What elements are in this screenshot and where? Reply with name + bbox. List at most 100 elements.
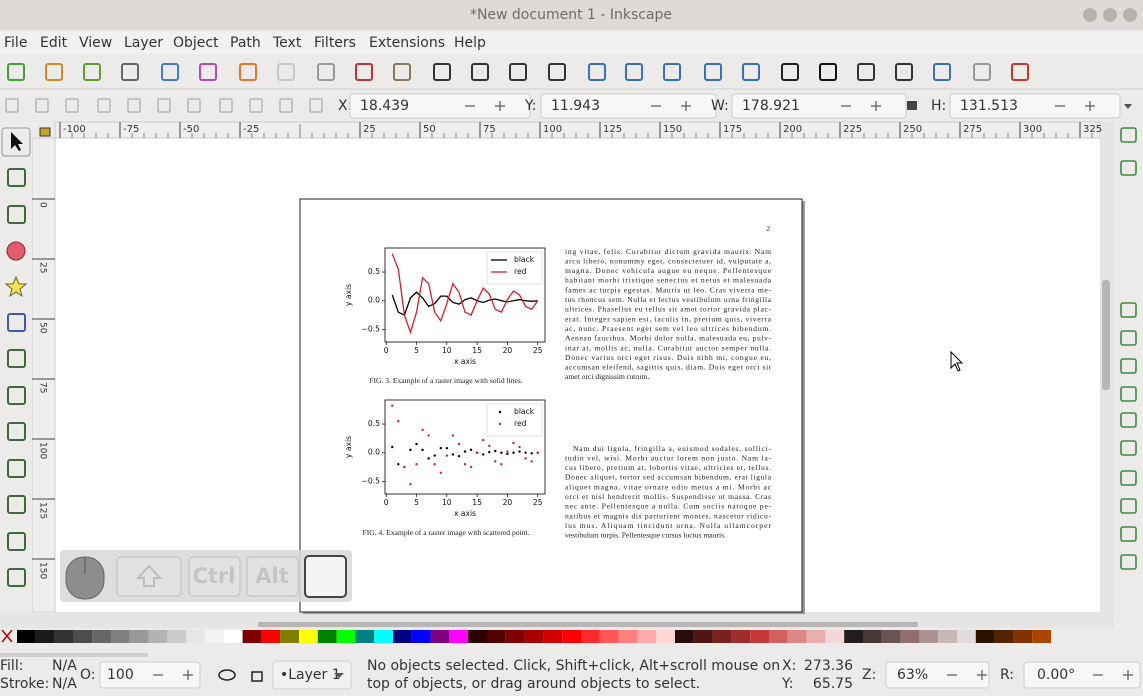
tool-icon[interactable] [7,386,26,405]
swatch[interactable] [449,630,469,643]
toolbar-icon[interactable] [781,63,799,81]
toolbar-icon[interactable] [83,63,101,81]
swatch[interactable] [468,630,487,643]
toolbar-icon[interactable] [97,98,111,113]
swatch[interactable] [17,630,36,643]
swatch[interactable] [148,630,168,643]
swatch[interactable] [299,630,318,643]
toolbar-icon[interactable] [121,63,139,81]
toolbar-icon[interactable] [509,63,527,81]
toolbar-icon[interactable] [317,63,335,81]
swatch[interactable] [92,630,111,643]
zoom-field[interactable] [885,661,990,689]
swatch[interactable] [317,630,337,643]
swatch[interactable] [167,630,187,643]
toolbar-icon[interactable] [433,63,451,81]
lock-icon[interactable] [907,101,917,110]
toolbar-icon[interactable] [857,63,875,81]
swatch[interactable] [393,630,412,643]
swatch[interactable] [111,630,130,643]
toolbar-icon[interactable] [1011,63,1029,81]
swatch[interactable] [750,630,769,643]
swatch[interactable] [863,630,882,643]
swatch[interactable] [900,630,920,643]
swatch[interactable] [938,630,957,643]
swatch[interactable] [374,630,393,643]
swatch[interactable] [430,630,450,643]
swatch[interactable] [1013,630,1033,643]
swatch[interactable] [919,630,939,643]
toolbar-icon[interactable] [819,63,837,81]
window-button[interactable] [1123,8,1137,22]
toolbar-icon[interactable] [5,98,19,113]
toolbar-icon[interactable] [704,63,722,81]
swatch[interactable] [336,630,356,643]
toolbar-icon[interactable] [548,63,566,81]
toolbar-icon[interactable] [393,63,411,81]
swatch[interactable] [618,630,638,643]
swatch[interactable] [487,630,506,643]
command-icon[interactable] [1120,526,1137,542]
layer-dropdown[interactable] [272,660,352,690]
toolbar-icon[interactable] [625,63,643,81]
swatch[interactable] [806,630,826,643]
toolbar-icon[interactable] [279,98,293,113]
coord-field[interactable] [349,93,531,119]
swatch[interactable] [35,630,55,643]
rotate-field[interactable] [1023,661,1141,689]
toolbar-icon[interactable] [127,98,141,113]
coord-field[interactable] [731,93,907,119]
command-icon[interactable] [1120,358,1137,374]
ruler-lock[interactable] [39,127,51,137]
toolbar-icon[interactable] [7,63,25,81]
swatch[interactable] [637,630,657,643]
swatch[interactable] [524,630,544,643]
window-button[interactable] [1083,8,1097,22]
opacity-field[interactable] [99,661,201,689]
toolbar-icon[interactable] [157,98,171,113]
h-scroll-thumb[interactable] [258,622,918,627]
swatch[interactable] [581,630,600,643]
toolbar-icon[interactable] [471,63,489,81]
command-icon[interactable] [1120,470,1137,486]
command-icon[interactable] [1120,127,1137,143]
swatch[interactable] [1032,630,1051,643]
swatch[interactable] [411,630,431,643]
lock-icon[interactable] [251,671,263,682]
swatch[interactable] [223,630,243,643]
swatch[interactable] [656,630,675,643]
command-icon[interactable] [1120,412,1137,428]
toolbar-icon[interactable] [35,98,49,113]
tool-icon[interactable] [7,495,26,514]
swatch[interactable] [129,630,149,643]
swatch[interactable] [280,630,299,643]
toolbar-icon[interactable] [45,63,63,81]
swatch[interactable] [562,630,581,643]
command-icon[interactable] [1120,160,1137,176]
toolbar-icon[interactable] [277,63,295,81]
swatch[interactable] [881,630,901,643]
command-icon[interactable] [1120,440,1137,456]
toolbar-icon[interactable] [933,63,951,81]
tool-icon[interactable] [7,168,26,187]
toolbar-icon[interactable] [742,63,760,81]
swatch[interactable] [599,630,619,643]
swatch[interactable] [994,630,1014,643]
swatch[interactable] [693,630,713,643]
command-icon[interactable] [1120,302,1137,318]
toolbar-icon[interactable] [588,63,606,81]
dropdown-arrow[interactable] [1124,104,1132,109]
swatch[interactable] [54,630,74,643]
tool-icon[interactable] [6,241,26,261]
coord-field[interactable] [949,93,1121,119]
swatch[interactable] [205,630,224,643]
v-scroll-thumb[interactable] [1102,280,1110,390]
toolbar-icon[interactable] [355,63,373,81]
toolbar-icon[interactable] [65,98,79,113]
toolbar-icon[interactable] [895,63,913,81]
toolbar-icon[interactable] [663,63,681,81]
command-icon[interactable] [1120,330,1137,346]
tool-icon[interactable] [7,205,26,224]
swatch[interactable] [543,630,563,643]
swatch[interactable] [242,630,262,643]
